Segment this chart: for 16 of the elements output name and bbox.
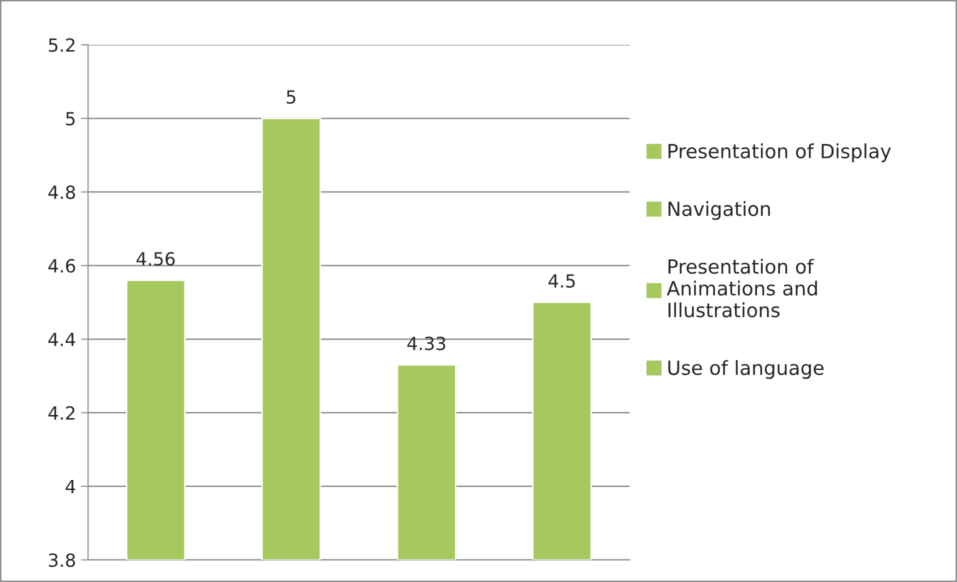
legend-label: Presentation of Display (668, 143, 891, 162)
legend-label: Presentation of Animations and Illustrations (666, 258, 817, 318)
y-tick-label: 4.8 (48, 185, 76, 200)
legend-label: Use of language (668, 360, 824, 379)
data-label: 4.5 (548, 274, 575, 288)
data-label: 5 (286, 90, 296, 104)
y-tick-label: 3.8 (48, 553, 76, 567)
y-tick-label: 4 (66, 480, 76, 494)
y-tick-label: 5 (66, 112, 75, 126)
data-label: 4.56 (136, 252, 175, 266)
y-tick-label: 4.4 (48, 332, 76, 346)
legend-label: Navigation (668, 201, 770, 220)
y-tick-label: 4.6 (48, 259, 76, 273)
data-label: 4.33 (407, 336, 446, 350)
y-tick-label: 4.2 (48, 406, 74, 420)
y-tick-label: 5.2 (48, 38, 74, 52)
